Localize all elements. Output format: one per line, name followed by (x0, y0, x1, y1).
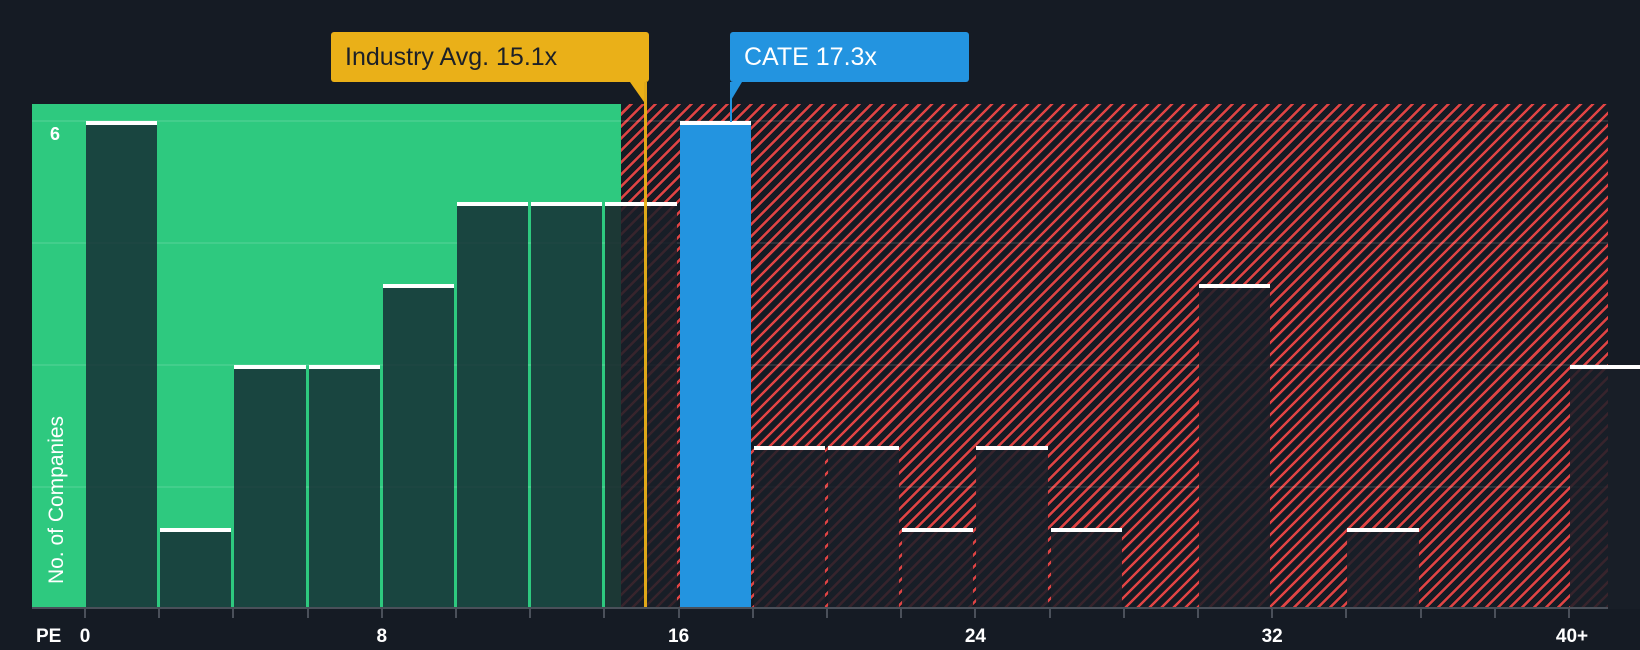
industry-average-line (644, 82, 648, 609)
histogram-bar (976, 446, 1048, 609)
x-axis-line (32, 607, 1608, 609)
gridline (32, 242, 1608, 244)
bar-cap (753, 446, 825, 451)
histogram-bar (86, 121, 158, 609)
histogram-bar (1199, 283, 1271, 609)
industry-average-label: Industry Avg. 15.1x (345, 43, 558, 71)
histogram-bar (1570, 365, 1640, 609)
bar-cap (531, 202, 603, 207)
y-tick-label: 6 (50, 124, 61, 144)
x-tick-label: 16 (668, 626, 690, 647)
y-axis-title: No. of Companies (45, 415, 68, 585)
bar-cap (976, 446, 1048, 451)
x-tick-label: 8 (376, 626, 388, 647)
company-pe-label: CATE 17.3x (744, 43, 877, 71)
x-tick (677, 609, 680, 618)
bar-cap (902, 527, 974, 532)
histogram-bar (457, 202, 529, 609)
x-tick (1568, 609, 1570, 618)
x-tick (529, 609, 532, 618)
bar-cap (382, 283, 454, 288)
bar-cap (1199, 283, 1271, 288)
x-tick (232, 609, 235, 618)
x-tick (455, 609, 457, 618)
x-tick (84, 609, 86, 618)
x-tick (1271, 609, 1274, 618)
bar-cap (828, 446, 900, 451)
x-tick (1122, 609, 1125, 618)
chart-plot-area (32, 82, 1640, 609)
bar-cap (1347, 527, 1419, 532)
x-tick (1048, 609, 1051, 618)
x-axis-title: PE (36, 626, 62, 647)
bar-cap (679, 121, 751, 125)
industry-average-callout: Industry Avg. 15.1x (331, 32, 649, 82)
gridline (32, 364, 1608, 366)
x-tick (1197, 609, 1199, 618)
bar-cap (457, 202, 529, 207)
company-bar (679, 121, 751, 609)
x-tick-label: 32 (1261, 626, 1283, 647)
bar-cap (234, 365, 306, 369)
x-tick (158, 609, 161, 618)
x-tick (1345, 609, 1348, 618)
histogram-bar (1347, 527, 1419, 609)
histogram-bar (160, 527, 232, 609)
industry-callout-pointer (630, 82, 645, 102)
histogram-bar (902, 527, 974, 609)
x-tick (900, 609, 903, 618)
histogram-bar (1050, 527, 1122, 609)
bar-cap (1570, 365, 1640, 369)
x-tick (603, 609, 606, 618)
histogram-bar (828, 446, 900, 609)
histogram-bar (308, 365, 380, 609)
x-tick (751, 609, 754, 618)
histogram-bar (753, 446, 825, 609)
histogram-bar (234, 365, 306, 609)
x-tick-label: 24 (964, 626, 986, 647)
x-tick (826, 609, 828, 618)
bar-cap (86, 121, 158, 125)
histogram-bar (382, 283, 454, 609)
histogram-bar (531, 202, 603, 609)
bar-cap (160, 527, 232, 532)
x-tick (1419, 609, 1422, 618)
x-tick-label: 40+ (1555, 626, 1589, 647)
x-tick (1493, 609, 1496, 618)
bar-cap (605, 202, 677, 207)
x-tick (974, 609, 977, 618)
histogram-bar (605, 202, 677, 609)
company-pe-line (730, 82, 732, 122)
x-tick (306, 609, 309, 618)
bar-cap (308, 365, 380, 369)
gridline (32, 120, 1608, 122)
company-callout: CATE 17.3x (730, 32, 969, 82)
bar-cap (1050, 527, 1122, 532)
company-callout-pointer (730, 82, 742, 102)
x-tick (380, 609, 383, 618)
x-tick-label: 0 (79, 626, 91, 647)
